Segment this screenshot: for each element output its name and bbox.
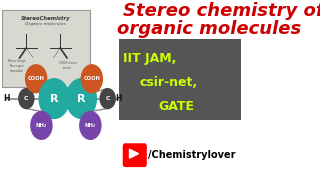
- FancyBboxPatch shape: [2, 10, 90, 87]
- Text: COOH: COOH: [84, 76, 100, 81]
- Polygon shape: [130, 149, 139, 158]
- Circle shape: [31, 111, 52, 139]
- Text: StereoChemistry: StereoChemistry: [20, 16, 70, 21]
- Circle shape: [19, 89, 34, 109]
- Text: R: R: [50, 94, 59, 104]
- Circle shape: [66, 79, 96, 118]
- Circle shape: [80, 111, 101, 139]
- Text: C: C: [105, 96, 110, 101]
- Circle shape: [81, 65, 102, 93]
- Text: H: H: [3, 94, 9, 103]
- Text: C: C: [24, 96, 28, 101]
- Text: COOH: COOH: [28, 76, 44, 81]
- Text: GATE: GATE: [158, 100, 194, 113]
- Text: Organic molecules: Organic molecules: [25, 22, 66, 26]
- Text: NH₂: NH₂: [85, 123, 96, 128]
- FancyBboxPatch shape: [123, 143, 147, 167]
- Text: NH₂: NH₂: [36, 123, 47, 128]
- Circle shape: [26, 65, 47, 93]
- Text: csir-net,: csir-net,: [139, 76, 197, 89]
- Text: Stereo chemistry of: Stereo chemistry of: [123, 2, 320, 20]
- Text: Mirror image
Non super
imposable: Mirror image Non super imposable: [8, 59, 25, 73]
- Text: H: H: [116, 94, 122, 103]
- Text: IIT JAM,: IIT JAM,: [123, 52, 176, 65]
- Text: /Chemistrylover: /Chemistrylover: [148, 150, 236, 160]
- FancyBboxPatch shape: [119, 39, 241, 120]
- Text: COOH stereo
center: COOH stereo center: [59, 61, 76, 70]
- Text: R: R: [77, 94, 85, 104]
- Text: organic molecules: organic molecules: [117, 20, 301, 38]
- Circle shape: [100, 89, 115, 109]
- Circle shape: [39, 79, 69, 118]
